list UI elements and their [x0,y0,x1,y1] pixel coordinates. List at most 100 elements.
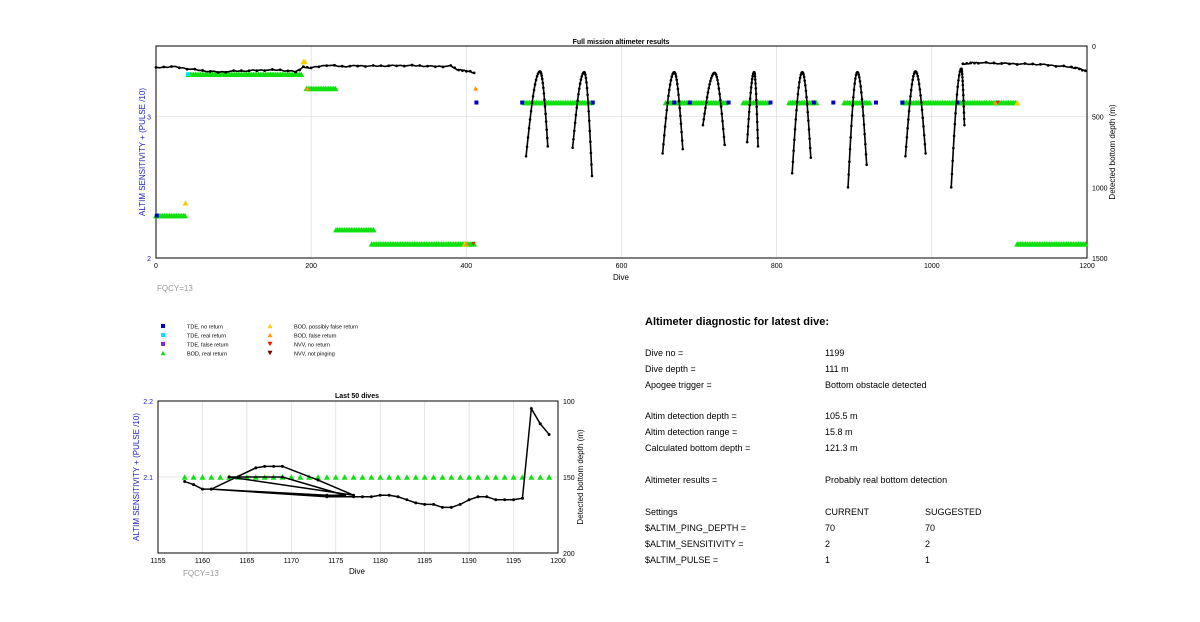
dive-profile-point [525,145,529,149]
bod-real-marker [395,474,401,480]
dive-profile-point [534,78,538,82]
dive-profile-point [723,143,726,147]
bottom-depth-point [325,495,329,499]
dive-profile-point [909,94,912,98]
results-value: Probably real bottom detection [825,475,948,485]
dive-profile-point [956,85,960,89]
dive-profile-point [753,78,757,81]
top-y-right-label: Detected bottom depth (m) [1108,104,1117,199]
top-y-right-tick-label: 1500 [1092,256,1108,263]
settings-label: Settings [645,507,678,517]
dive-profile-point [587,119,591,123]
dive-profile-point [528,118,532,121]
dive-profile-point [540,77,544,81]
dive-no-value: 1199 [825,348,845,358]
dive-profile-point [571,146,574,150]
dive-profile-point [705,96,709,99]
dive-profile-line [847,71,868,188]
dive-profile-point [662,143,665,146]
dive-profile-line [571,71,593,177]
dive-profile-point [961,75,964,79]
dive-profile-point [718,92,721,96]
dive-profile-point [530,102,534,105]
dive-profile-point [715,75,719,79]
legend-triangle-icon [267,341,273,347]
dive-profile-point [755,120,759,124]
dive-profile-point [798,80,801,84]
legend-label: NVV, no return [294,343,330,349]
depth-point [992,61,996,65]
depth-point [216,71,220,74]
bod-real-marker [350,474,357,480]
legend-items: TDE, no return TDE, real return TDE, false… [160,323,358,358]
bottom-depth-point [414,501,418,505]
legend-square-icon [161,333,165,337]
dive-profile-point [746,132,749,136]
dive-profile-point [531,94,535,98]
dive-profile-point [704,106,707,110]
dive-profile-point [663,125,667,128]
depth-point [247,69,251,73]
depth-point [1054,64,1058,68]
dive-profile-point [951,159,954,163]
bottom-depth-point [512,498,516,502]
bottom-x-tick-label: 1185 [417,558,432,565]
dive-profile-point [861,105,864,109]
dive-profile-point [702,117,706,121]
dive-profile-point [802,72,805,76]
dive-profile-point [923,142,927,146]
top-x-tick-label: 800 [771,263,783,270]
bottom-y-right-tick-label: 200 [563,551,575,558]
detection-range-value: 15.8 m [825,427,853,437]
dive-profile-point [915,72,919,75]
bottom-depth-point [280,475,284,479]
bottom-depth-point [503,498,507,502]
depth-point [1000,62,1004,65]
dive-depth-label: Dive depth = [645,364,696,374]
dive-profile-point [676,87,680,91]
dive-profile-point [854,77,857,80]
detection-range-label: Altim detection range = [645,427,738,437]
dive-profile-point [532,88,536,92]
dive-profile-point [791,160,795,164]
bod-possibly-false-marker [301,58,308,65]
dive-profile-point [701,123,705,127]
dive-profile-point [847,173,851,176]
dive-profile-point [750,77,754,81]
dive-profile-point [848,147,852,151]
dive-profile-point [542,86,545,90]
dive-profile-point [709,79,712,83]
dive-profile-point [589,151,593,155]
top-x-tick-label: 1200 [1079,263,1095,270]
dive-profile-point [535,74,539,78]
depth-point [984,60,988,64]
apogee-value: Bottom obstacle detected [825,380,927,390]
dive-profile-point [906,126,909,130]
legend-item: NVV, not pinging [267,350,335,358]
dive-profile-point [587,109,590,113]
bottom-depth-point [529,407,533,411]
depth-point [468,69,472,73]
bod-real-marker [217,474,224,480]
bottom-x-label: Dive [349,567,366,576]
bod-real-marker [377,474,384,480]
dive-profile-point [575,106,579,109]
bottom-y-right-tick-label: 150 [563,475,575,482]
dive-profile-point [921,116,925,120]
dive-profile-point [755,105,758,109]
dive-profile-point [846,186,850,189]
dive-profile-point [754,92,758,96]
depth-point [426,64,429,68]
dive-profile-point [957,79,960,82]
depth-point [177,66,181,70]
bod-real-marker [182,212,189,219]
legend-label: TDE, real return [187,334,226,340]
top-y-right-tick-label: 0 [1092,44,1096,51]
bod-real-marker [359,474,366,480]
dive-profile-point [865,163,868,167]
pulse-current: 1 [825,555,831,565]
bottom-fqcy-label: FQCY=13 [183,569,219,578]
dive-profile-point [666,101,669,105]
depth-point [1008,62,1011,66]
